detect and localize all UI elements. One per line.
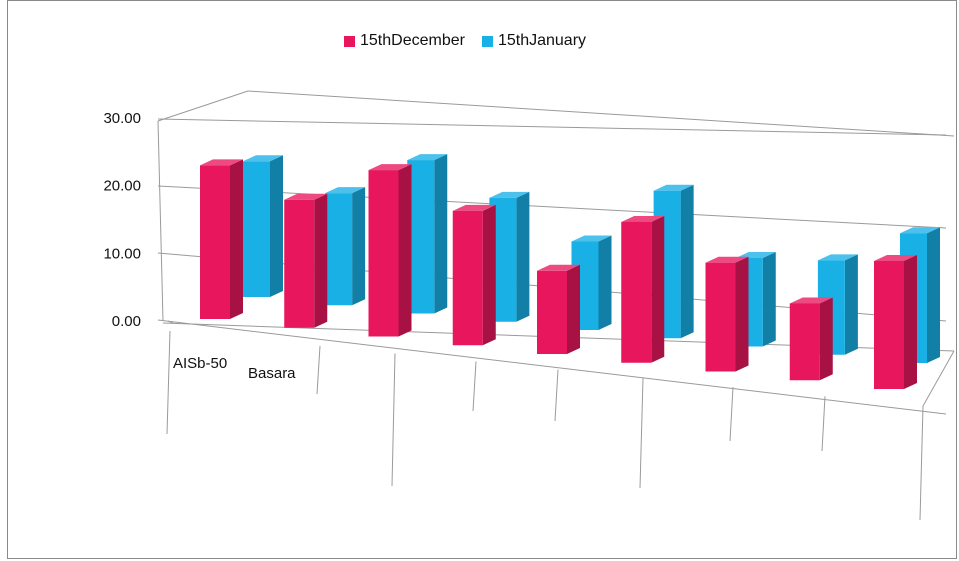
- bar-december-top: [284, 193, 328, 200]
- legend-label-december: 15thDecember: [360, 32, 465, 49]
- bar-december: [200, 165, 230, 319]
- floor-right-edge: [922, 350, 955, 407]
- y-tick-label: 0.00: [112, 313, 141, 330]
- bar-january-side: [270, 155, 283, 297]
- bar-december: [789, 303, 820, 381]
- bar-december-top: [537, 264, 580, 271]
- bar-december-top: [621, 215, 665, 222]
- bar-december-top: [200, 159, 243, 166]
- bar-december-top: [452, 204, 496, 211]
- category-divider: [639, 378, 644, 489]
- chart-plot: 0.00 10.00 20.00 30.00 AISb-50 Basara: [103, 90, 955, 521]
- bar-january-top: [735, 252, 776, 258]
- bar-january: [407, 160, 435, 314]
- legend-label-january: 15thJanuary: [497, 32, 587, 49]
- gridline: [157, 185, 947, 229]
- bar-january-top: [489, 191, 530, 198]
- category-divider: [472, 361, 477, 412]
- bar-january-side: [762, 252, 776, 347]
- gridline: [157, 319, 947, 415]
- bar-january-top: [243, 155, 283, 162]
- bar-january-top: [653, 184, 694, 191]
- y-tick-label: 20.00: [103, 178, 141, 195]
- bar-december-side: [904, 255, 917, 389]
- legend-swatch-december: [344, 35, 355, 47]
- x-category-label: AISb-50: [173, 355, 227, 372]
- x-category-label: Basara: [248, 365, 296, 382]
- legend-swatch-january: [481, 35, 493, 47]
- top-wall-edge-back: [247, 90, 955, 137]
- legend: 15thDecember 15thJanuary: [344, 32, 603, 50]
- bar-december: [705, 262, 736, 372]
- bar-december-side: [819, 297, 833, 381]
- y-tick-label: 30.00: [103, 110, 141, 127]
- bar-january-top: [900, 227, 940, 234]
- bar-january-side: [680, 184, 694, 339]
- left-wall-edge: [157, 120, 164, 322]
- bar-january-top: [325, 187, 366, 194]
- bar-december: [621, 221, 652, 363]
- chart-frame: 15thDecember 15thJanuary 0.00 10.00 20.00 3…: [7, 0, 957, 559]
- bar-december-side: [482, 204, 496, 346]
- category-divider: [554, 369, 559, 422]
- top-wall-edge: [157, 90, 249, 122]
- bar-january-side: [844, 254, 858, 355]
- bar-january: [325, 193, 353, 306]
- category-divider: [391, 353, 396, 487]
- bar-january-top: [407, 154, 448, 161]
- bar-december-top: [368, 164, 412, 171]
- bar-december: [537, 270, 567, 354]
- bar-december-side: [398, 164, 412, 337]
- bar-december-top: [705, 256, 749, 263]
- bar-december-side: [314, 193, 328, 328]
- bar-december: [874, 261, 904, 389]
- bar-january-side: [352, 187, 366, 306]
- bar-december-top: [789, 297, 833, 304]
- bar-december: [368, 170, 399, 337]
- bar-december-top: [874, 255, 917, 261]
- gridline: [157, 118, 947, 136]
- legend-item-january: 15thJanuary: [481, 32, 587, 50]
- y-tick-label: 10.00: [103, 245, 141, 262]
- category-divider: [316, 345, 321, 395]
- bar-december-side: [735, 256, 749, 372]
- bar-december-side: [567, 264, 580, 354]
- category-divider: [919, 405, 924, 521]
- bar-january-top: [571, 235, 612, 242]
- bar-january-top: [817, 254, 858, 261]
- floor-left-edge: [167, 320, 174, 324]
- bar-december-side: [230, 159, 243, 319]
- category-divider: [729, 387, 734, 442]
- legend-item-december: 15thDecember: [344, 32, 465, 50]
- category-divider: [166, 330, 171, 435]
- bar-january-side: [516, 191, 530, 322]
- bar-december-side: [651, 215, 665, 363]
- bar-january-side: [598, 235, 612, 330]
- bar-december: [284, 199, 315, 328]
- bar-december: [452, 210, 483, 346]
- category-divider: [821, 396, 826, 452]
- bar-january: [243, 161, 270, 297]
- bar-january-side: [434, 154, 448, 314]
- bar-january-side: [927, 227, 940, 363]
